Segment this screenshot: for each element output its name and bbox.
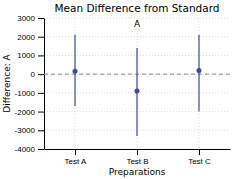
tick: -4000	[15, 145, 44, 154]
grid-line	[75, 18, 76, 149]
tick: 2000	[17, 33, 44, 42]
point	[73, 69, 78, 74]
tick: Test B	[126, 149, 148, 166]
tick: 1000	[17, 51, 44, 60]
y-label: Difference: A	[2, 53, 12, 112]
tick-label: -1000	[15, 89, 36, 98]
error-bar	[198, 35, 199, 112]
tick: -3000	[15, 126, 44, 135]
point	[197, 68, 202, 73]
tick-label: 1000	[17, 51, 35, 60]
tick-label: Test B	[126, 157, 148, 166]
tick-mark	[38, 112, 44, 113]
tick-mark	[137, 149, 138, 155]
tick: 3000	[17, 14, 44, 23]
axis-line	[44, 19, 45, 150]
tick: Test A	[65, 149, 87, 166]
tick-mark	[38, 130, 44, 131]
tick: -1000	[15, 89, 44, 98]
tick-mark	[75, 149, 76, 155]
point	[135, 88, 140, 93]
tick-mark	[38, 149, 44, 150]
title: Mean Difference from Standard	[55, 2, 220, 14]
x-axis: Test A Test B Test C	[45, 149, 231, 166]
y-axis: -4000 -3000 -2000 -1000 0 1000 2000 3000	[15, 14, 45, 154]
tick-label: 3000	[17, 14, 35, 23]
annotation: A	[134, 19, 141, 29]
x-label: Preparations	[109, 167, 166, 177]
tick: -2000	[15, 108, 44, 117]
tick-label: Test C	[188, 157, 211, 166]
tick-label: 0	[31, 70, 36, 79]
tick-mark	[38, 93, 44, 94]
tick-mark	[38, 74, 44, 75]
tick-label: -2000	[15, 108, 36, 117]
plot-area: -4000-3000-2000-10000100020003000Test AT…	[15, 14, 231, 166]
tick-mark	[38, 37, 44, 38]
grid-line	[199, 18, 200, 149]
grid-line	[137, 18, 138, 149]
tick-mark	[199, 149, 200, 155]
tick: 0	[31, 70, 44, 79]
marks	[44, 35, 230, 136]
tick-label: 2000	[17, 33, 35, 42]
tick-mark	[38, 55, 44, 56]
tick-label: -3000	[15, 126, 36, 135]
grid	[44, 18, 230, 149]
tick: Test C	[188, 149, 211, 166]
tick-label: -4000	[15, 145, 36, 154]
tick-mark	[38, 18, 44, 19]
chart: -4000-3000-2000-10000100020003000Test AT…	[0, 0, 238, 179]
tick-label: Test A	[65, 157, 87, 166]
